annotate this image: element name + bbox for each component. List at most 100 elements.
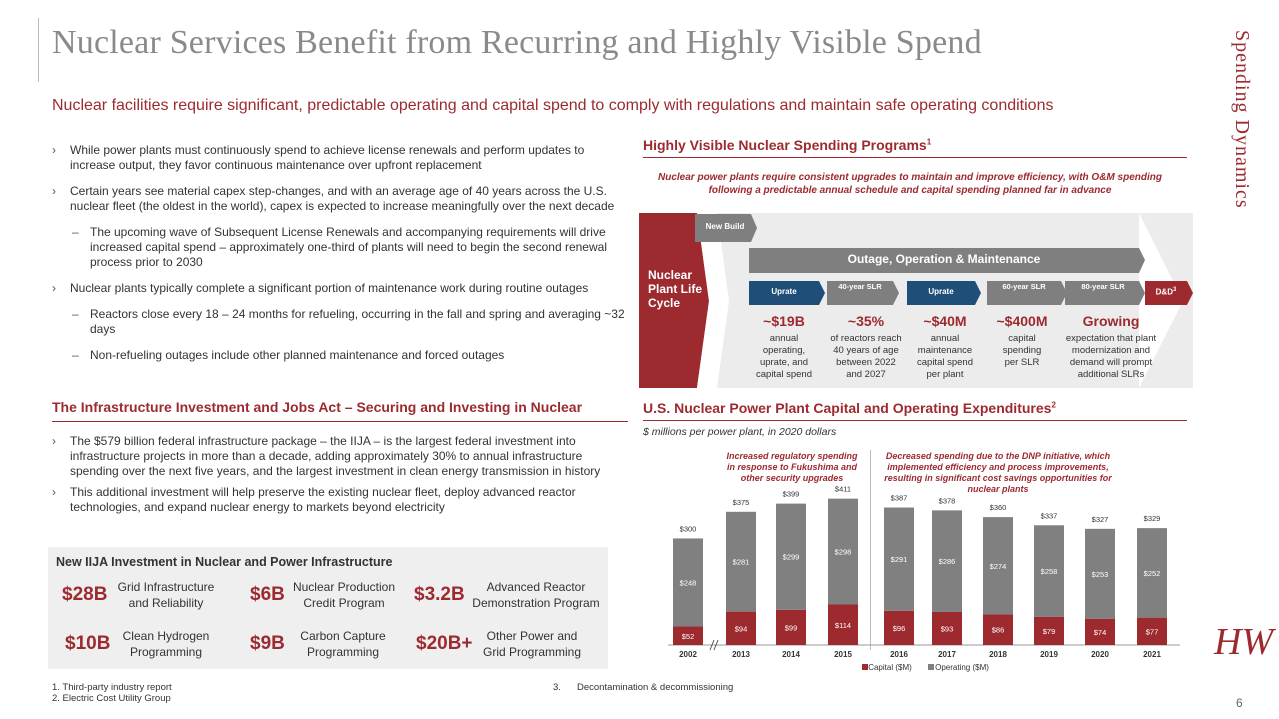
stat-value: Growing: [1082, 313, 1140, 329]
chart-subtitle: $ millions per power plant, in 2020 doll…: [643, 426, 837, 438]
iija-label: Grid Infrastructure and Reliability: [117, 580, 215, 610]
stat-desc: expectation that plant modernization and…: [1065, 333, 1157, 380]
page-title: Nuclear Services Benefit from Recurring …: [52, 24, 982, 61]
operating-bar: [726, 511, 756, 612]
iija-value: $28B: [62, 584, 108, 605]
stat-desc: capital spending per SLR: [1002, 333, 1042, 368]
operating-value-label: $274: [990, 562, 1007, 571]
x-tick-label: 2021: [1143, 650, 1161, 659]
stage-chevron-dd: [1145, 281, 1193, 305]
stage-chevron-uprate: [749, 281, 825, 305]
stage-chevron-60-year-slr: [987, 281, 1067, 305]
new-build-label: New Build: [705, 222, 745, 231]
iija-label: Other Power and Grid Programming: [482, 629, 582, 659]
iija-value: $10B: [65, 633, 111, 654]
capital-bar: [776, 609, 806, 645]
total-value-label: $300: [680, 524, 697, 533]
x-tick-label: 2013: [732, 650, 750, 659]
page-subtitle: Nuclear facilities require significant, …: [52, 97, 1054, 114]
stat-value: ~35%: [847, 313, 885, 329]
operating-bar: [932, 510, 962, 612]
programs-heading-rule: [643, 157, 1187, 158]
footnote: Decontamination & decommissioning: [577, 682, 734, 693]
operating-bar: [983, 517, 1013, 615]
operating-bar: [776, 503, 806, 610]
bullet: Certain years see material capex step-ch…: [52, 184, 632, 214]
x-tick-label: 2016: [890, 650, 908, 659]
bullet: While power plants must continuously spe…: [52, 143, 632, 173]
new-build-chevron: [695, 214, 757, 242]
operating-bar: [673, 538, 703, 627]
iija-box-title: New IIJA Investment in Nuclear and Power…: [56, 555, 393, 569]
capital-value-label: $96: [893, 624, 906, 633]
operating-value-label: $299: [783, 553, 800, 562]
lifecycle-diagram: [639, 213, 1193, 388]
operating-value-label: $252: [1144, 569, 1161, 578]
capital-bar: [726, 611, 756, 645]
x-tick-label: 2017: [938, 650, 956, 659]
bullet: Nuclear plants typically complete a sign…: [52, 281, 632, 296]
iija-value: $20B+: [416, 633, 473, 654]
operating-bar: [884, 507, 914, 611]
capital-bar: [1034, 616, 1064, 645]
operating-bar: [1137, 528, 1167, 618]
company-logo: HW: [1214, 621, 1274, 663]
programs-description: Nuclear power plants require consistent …: [658, 172, 1162, 196]
section-side-label: Spending Dynamics: [1231, 30, 1253, 209]
stat-desc: of reactors reach 40 years of age betwee…: [830, 333, 902, 380]
iija-heading-rule: [52, 421, 628, 422]
page-number: 6: [1236, 696, 1243, 710]
capital-bar: [884, 610, 914, 645]
axis-break: [713, 639, 719, 651]
total-value-label: $327: [1092, 515, 1109, 524]
capital-value-label: $52: [682, 632, 695, 641]
operating-bar: [1085, 528, 1115, 619]
iija-label: Clean Hydrogen Programming: [122, 629, 210, 659]
iija-bullets: The $579 billion federal infrastructure …: [52, 434, 612, 526]
stage-label: Uprate: [928, 287, 954, 296]
om-chevron: [749, 248, 1145, 273]
overview-bullets: While power plants must continuously spe…: [52, 143, 632, 374]
capital-value-label: $114: [835, 621, 851, 630]
stage-label: 60-year SLR: [1002, 282, 1046, 291]
chart-heading: U.S. Nuclear Power Plant Capital and Ope…: [643, 400, 1056, 416]
sub-bullet: Non-refueling outages include other plan…: [52, 348, 632, 363]
bullet: The $579 billion federal infrastructure …: [52, 434, 612, 479]
iija-label: Carbon Capture Programming: [300, 629, 386, 659]
x-tick-label: 2019: [1040, 650, 1058, 659]
legend-operating-label: Operating ($M): [935, 663, 989, 672]
operating-value-label: $291: [891, 555, 908, 564]
chart-period-divider: [870, 450, 871, 650]
lifecycle-label: Nuclear Plant Life Cycle: [648, 268, 703, 310]
operating-value-label: $248: [680, 578, 697, 587]
iija-label: Nuclear Production Credit Program: [292, 580, 396, 610]
stat-value: ~$40M: [923, 313, 967, 329]
stage-label: 80-year SLR: [1081, 282, 1125, 291]
chart-annotation: Increased regulatory spending in respons…: [726, 451, 858, 483]
capital-bar: [932, 611, 962, 645]
stage-label: 40-year SLR: [838, 282, 882, 291]
iija-value: $3.2B: [414, 584, 465, 605]
stat-desc: annual maintenance capital spend per pla…: [917, 333, 973, 380]
axis-break: [709, 639, 715, 651]
capital-bar: [673, 626, 703, 645]
footnote-number: 3.: [553, 682, 561, 693]
chart-heading-rule: [643, 420, 1187, 421]
iija-value: $9B: [250, 633, 285, 654]
iija-heading: The Infrastructure Investment and Jobs A…: [52, 399, 583, 415]
operating-value-label: $258: [1041, 567, 1058, 576]
capital-value-label: $77: [1146, 627, 1159, 636]
iija-label: Advanced Reactor Demonstration Program: [472, 580, 600, 610]
stat-desc: annual operating, uprate, and capital sp…: [756, 333, 812, 380]
total-value-label: $375: [733, 498, 750, 507]
stage-chevron-80-year-slr: [1065, 281, 1145, 305]
stat-value: ~$400M: [996, 313, 1048, 329]
capital-value-label: $93: [941, 624, 954, 633]
x-tick-label: 2018: [989, 650, 1007, 659]
iija-investment-box: New IIJA Investment in Nuclear and Power…: [48, 547, 608, 669]
legend-operating-swatch: [928, 664, 934, 670]
stage-label-dd: D&D3: [1155, 287, 1177, 297]
chart-annotation: Decreased spending due to the DNP initia…: [884, 451, 1112, 494]
lifecycle-chevron: [639, 213, 709, 388]
chevron-gap: [697, 213, 729, 388]
